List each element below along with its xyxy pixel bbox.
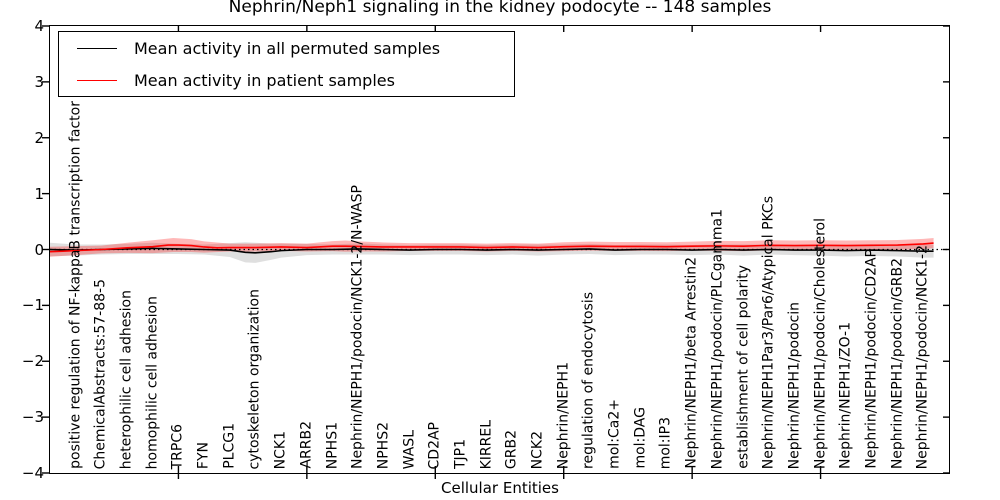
x-tick-label: PLCG1 [221,423,238,469]
y-tick-label: 0 [34,240,44,259]
x-tick-label: Nephrin/NEPH1/podocin/CD2AP [863,249,880,469]
x-tick-label: mol:IP3 [657,416,674,469]
x-tick-label: mol:DAG [632,407,649,469]
plot-area [42,25,950,479]
x-tick-label: TRPC6 [169,423,186,469]
x-tick-label: heterophilic cell adhesion [118,289,135,469]
x-tick-label: positive regulation of NF-kappaB transcr… [67,88,84,469]
x-tick-label: regulation of endocytosis [580,292,597,469]
permuted-mean-line [49,247,934,254]
x-tick-label: WASL [401,429,418,469]
x-tick-label: Nephrin/NEPH1Par3/Par6/Atypical PKCs [760,195,777,469]
x-tick-label: NCK2 [529,430,546,469]
legend-line-sample-black [77,48,117,49]
x-tick-label: CD2AP [426,421,443,469]
y-tick-label: −3 [21,408,44,427]
y-tick-label: −4 [21,464,44,482]
x-tick-label: GRB2 [503,429,520,469]
y-tick-label: −2 [21,352,44,371]
chart-canvas [42,25,949,479]
legend-line-sample-red [77,80,117,81]
x-tick-label: Nephrin/NEPH1/podocin/Cholesterol [812,217,829,469]
legend-label: Mean activity in patient samples [134,71,395,90]
x-tick-label: TJP1 [452,438,469,469]
legend-label: Mean activity in all permuted samples [134,39,441,58]
x-tick-label: FYN [195,441,212,469]
y-tick-label: 1 [34,184,44,203]
x-tick-label: cytoskeleton organization [246,288,263,469]
x-tick-label: establishment of cell polarity [735,265,751,469]
x-tick-label: Nephrin/NEPH1/podocin/NCK1-2 [914,244,931,469]
x-tick-label: Nephrin/NEPH1/podocin/GRB2 [889,257,906,469]
x-tick-label: Nephrin/NEPH1/beta Arrestin2 [683,257,700,469]
x-tick-label: ARRB2 [298,421,315,469]
x-tick-label: Nephrin/NEPH1/podocin/PLCgamma1 [709,208,726,469]
x-tick-label: NCK1 [272,430,289,469]
x-tick-label: NPHS1 [324,421,341,469]
x-tick-label: Nephrin/NEPH1/podocin/NCK1-2/N-WASP [349,184,366,469]
x-tick-label: mol:Ca2+ [606,399,623,469]
x-axis-label: Cellular Entities [441,479,559,497]
legend: Mean activity in all permuted samples Me… [58,31,515,97]
x-tick-label: Nephrin/NEPH1/podocin [786,301,803,469]
legend-item-permuted: Mean activity in all permuted samples [59,33,514,64]
patient-mean-line [49,242,934,253]
x-tick-label: homophilic cell adhesion [144,295,161,469]
x-tick-label: NPHS2 [375,421,392,469]
x-tick-label: Nephrin/NEPH1 [555,361,572,469]
y-tick-label: 2 [34,128,44,147]
x-tick-label: Nephrin/NEPH1/ZO-1 [837,322,854,469]
chart-title: Nephrin/Neph1 signaling in the kidney po… [228,0,772,17]
y-tick-label: 3 [34,72,44,91]
x-tick-label: KIRREL [478,419,495,469]
y-tick-label: 4 [34,17,44,35]
x-tick-label: ChemicalAbstracts:57-88-5 [92,278,109,469]
y-tick-label: −1 [21,296,44,315]
legend-item-patient: Mean activity in patient samples [59,65,514,96]
